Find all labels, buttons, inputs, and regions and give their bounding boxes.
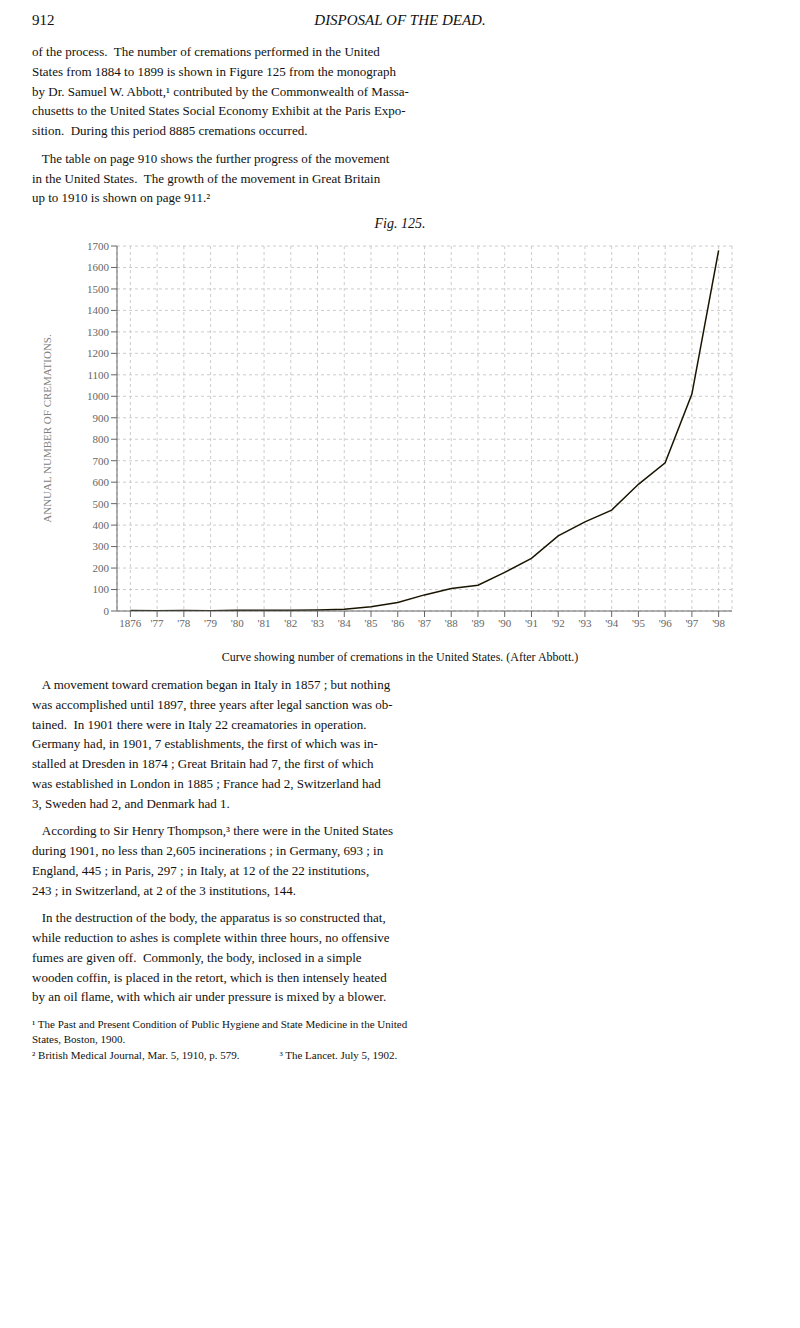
svg-text:'91: '91 [525, 617, 538, 629]
html-text:of the process. The number of: of the process. The number of cremations… [32, 44, 409, 138]
svg-text:200: 200 [93, 562, 110, 574]
svg-text:800: 800 [93, 433, 110, 445]
svg-text:'95: '95 [632, 617, 645, 629]
svg-text:100: 100 [93, 583, 110, 595]
svg-text:'82: '82 [284, 617, 297, 629]
html-text:A movement toward cremation be: A movement toward cremation began in Ita… [32, 677, 393, 811]
svg-text:1100: 1100 [87, 369, 109, 381]
svg-text:'81: '81 [258, 617, 271, 629]
html-text:Fig. 125.: Fig. 125. [374, 216, 426, 231]
svg-text:1000: 1000 [87, 390, 110, 402]
svg-text:600: 600 [93, 476, 110, 488]
svg-text:'92: '92 [552, 617, 565, 629]
svg-text:'94: '94 [605, 617, 618, 629]
svg-text:1400: 1400 [87, 304, 110, 316]
svg-text:1600: 1600 [87, 261, 110, 273]
html-text:DISPOSAL OF THE DEAD.: DISPOSAL OF THE DEAD. [314, 12, 486, 28]
svg-text:ANNUAL NUMBER OF CREMATIONS.: ANNUAL NUMBER OF CREMATIONS. [41, 334, 53, 523]
svg-text:400: 400 [93, 519, 110, 531]
svg-text:'77: '77 [151, 617, 164, 629]
html-text:The table on page 910 shows th: The table on page 910 shows the further … [32, 150, 390, 206]
svg-text:'84: '84 [338, 617, 351, 629]
svg-text:'83: '83 [311, 617, 324, 629]
svg-text:700: 700 [93, 455, 110, 467]
svg-text:'85: '85 [365, 617, 378, 629]
svg-text:'86: '86 [391, 617, 404, 629]
svg-text:1200: 1200 [87, 347, 110, 359]
svg-text:1700: 1700 [87, 240, 110, 252]
svg-text:1300: 1300 [87, 326, 110, 338]
html-text:In the destruction of the body: In the destruction of the body, the appa… [32, 910, 390, 1005]
svg-text:'87: '87 [418, 617, 431, 629]
svg-text:0: 0 [104, 605, 110, 617]
svg-text:'88: '88 [445, 617, 458, 629]
svg-text:'97: '97 [685, 617, 698, 629]
svg-text:'98: '98 [712, 617, 725, 629]
svg-text:'93: '93 [578, 617, 591, 629]
svg-text:'96: '96 [659, 617, 672, 629]
svg-text:'80: '80 [231, 617, 244, 629]
html-text:³ The Lancet. July 5, 1902.: ³ The Lancet. July 5, 1902. [279, 1048, 398, 1061]
svg-text:500: 500 [93, 498, 110, 510]
html-text:According to Sir Henry Thompso: According to Sir Henry Thompson,³ there … [32, 823, 394, 898]
svg-text:900: 900 [93, 412, 110, 424]
svg-text:'78: '78 [177, 617, 190, 629]
svg-text:'89: '89 [471, 617, 484, 629]
svg-text:1500: 1500 [87, 283, 110, 295]
svg-text:1876: 1876 [119, 617, 142, 629]
html-text:912: 912 [32, 12, 55, 28]
html-text:States, Boston, 1900.: States, Boston, 1900. [32, 1033, 126, 1046]
html-text:² British Medical Journal, Mar: ² British Medical Journal, Mar. 5, 1910,… [32, 1048, 240, 1061]
svg-text:'90: '90 [498, 617, 511, 629]
html-text:¹ The Past and Present Conditi: ¹ The Past and Present Condition of Publ… [32, 1018, 408, 1030]
svg-text:'79: '79 [204, 617, 217, 629]
html-text:Curve showing number of cremat: Curve showing number of cremations in th… [221, 650, 579, 664]
svg-text:300: 300 [93, 540, 110, 552]
